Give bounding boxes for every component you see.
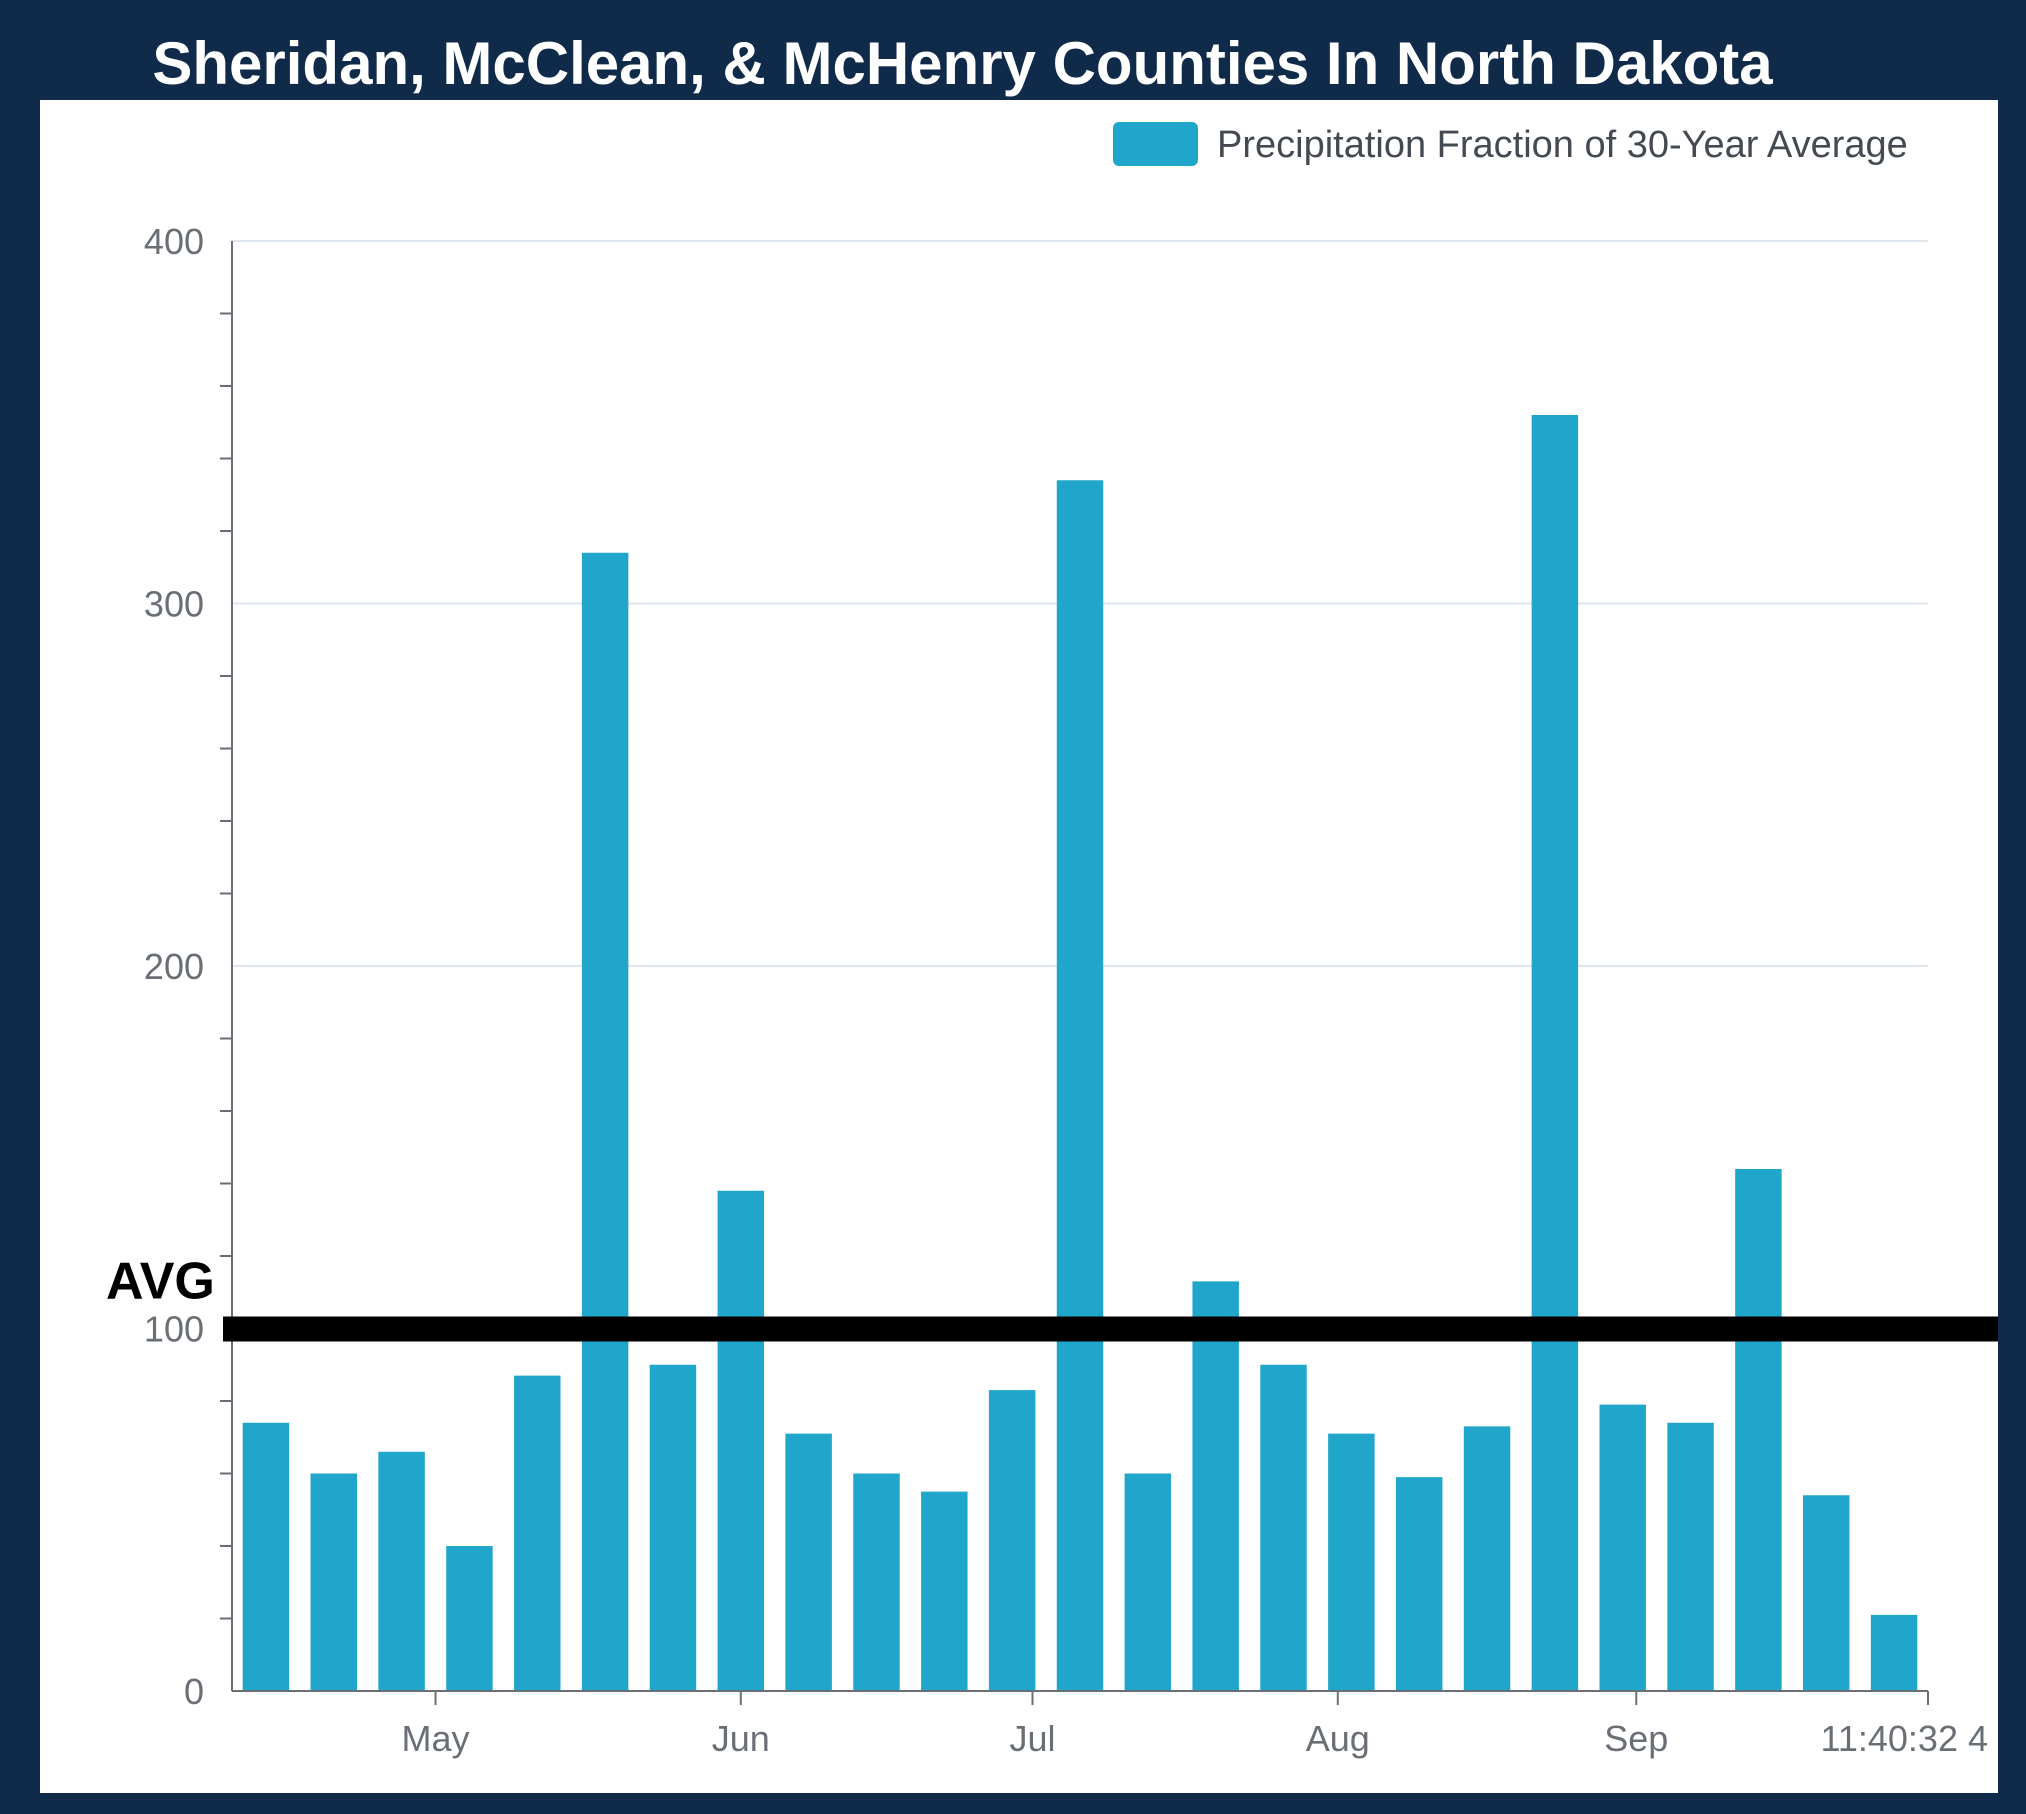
axes [231, 241, 1929, 1705]
avg-reference-line [223, 1316, 1998, 1342]
x-tick-label-jul: Jul [1009, 1718, 1055, 1759]
x-tick-label-11-40-32-4: 11:40:32 4 [1821, 1718, 1988, 1759]
bar-17 [1328, 1433, 1375, 1691]
x-axis-labels: May Jun Jul Aug Sep 11:40:32 4 [402, 1718, 1988, 1759]
x-tick-label-aug: Aug [1306, 1718, 1370, 1759]
bar-22 [1667, 1422, 1714, 1691]
y-axis-labels: 0 100 200 300 400 [144, 221, 204, 1712]
bar-15 [1192, 1281, 1239, 1691]
bar-6 [581, 552, 629, 1691]
legend-label: Precipitation Fraction of 30-Year Averag… [1217, 124, 1908, 166]
bar-16 [1260, 1364, 1307, 1691]
avg-label: AVG [106, 1253, 215, 1311]
y-tick-label-300: 300 [144, 584, 204, 625]
bar-7 [649, 1364, 697, 1691]
reference-line-group: AVG [106, 1253, 1998, 1342]
y-minor-ticks [220, 312, 232, 1620]
bar-1 [242, 1422, 290, 1691]
y-tick-label-0: 0 [184, 1671, 204, 1712]
bar-24 [1803, 1495, 1850, 1691]
bar-18 [1395, 1477, 1443, 1691]
y-tick-label-400: 400 [144, 221, 204, 262]
bar-5 [514, 1375, 561, 1691]
bar-11 [921, 1491, 968, 1691]
bar-4 [446, 1546, 493, 1691]
bar-14 [1124, 1473, 1172, 1691]
bar-3 [378, 1451, 425, 1691]
bar-2 [310, 1473, 357, 1691]
bar-12 [988, 1390, 1036, 1691]
page-title: Sheridan, McClean, & McHenry Counties In… [152, 30, 1773, 97]
y-tick-label-100: 100 [144, 1309, 204, 1350]
bars [242, 415, 1918, 1691]
bar-10 [853, 1473, 900, 1691]
y-tick-label-200: 200 [144, 946, 204, 987]
x-tick-label-jun: Jun [712, 1718, 770, 1759]
bar-8 [717, 1190, 765, 1691]
bar-21 [1599, 1404, 1646, 1691]
x-tick-label-sep: Sep [1604, 1718, 1668, 1759]
chart-panel: 0 100 200 300 400 May Jun Jul Aug Sep 11:40:32 4 … [40, 100, 1998, 1793]
bar-23 [1735, 1169, 1782, 1691]
x-tick-label-may: May [402, 1718, 470, 1759]
bar-20 [1531, 415, 1579, 1691]
bar-13 [1056, 480, 1104, 1691]
bar-9 [785, 1433, 832, 1691]
bar-25 [1870, 1614, 1918, 1691]
legend: Precipitation Fraction of 30-Year Averag… [1113, 122, 1908, 166]
legend-swatch [1113, 122, 1198, 166]
bar-19 [1463, 1426, 1511, 1691]
